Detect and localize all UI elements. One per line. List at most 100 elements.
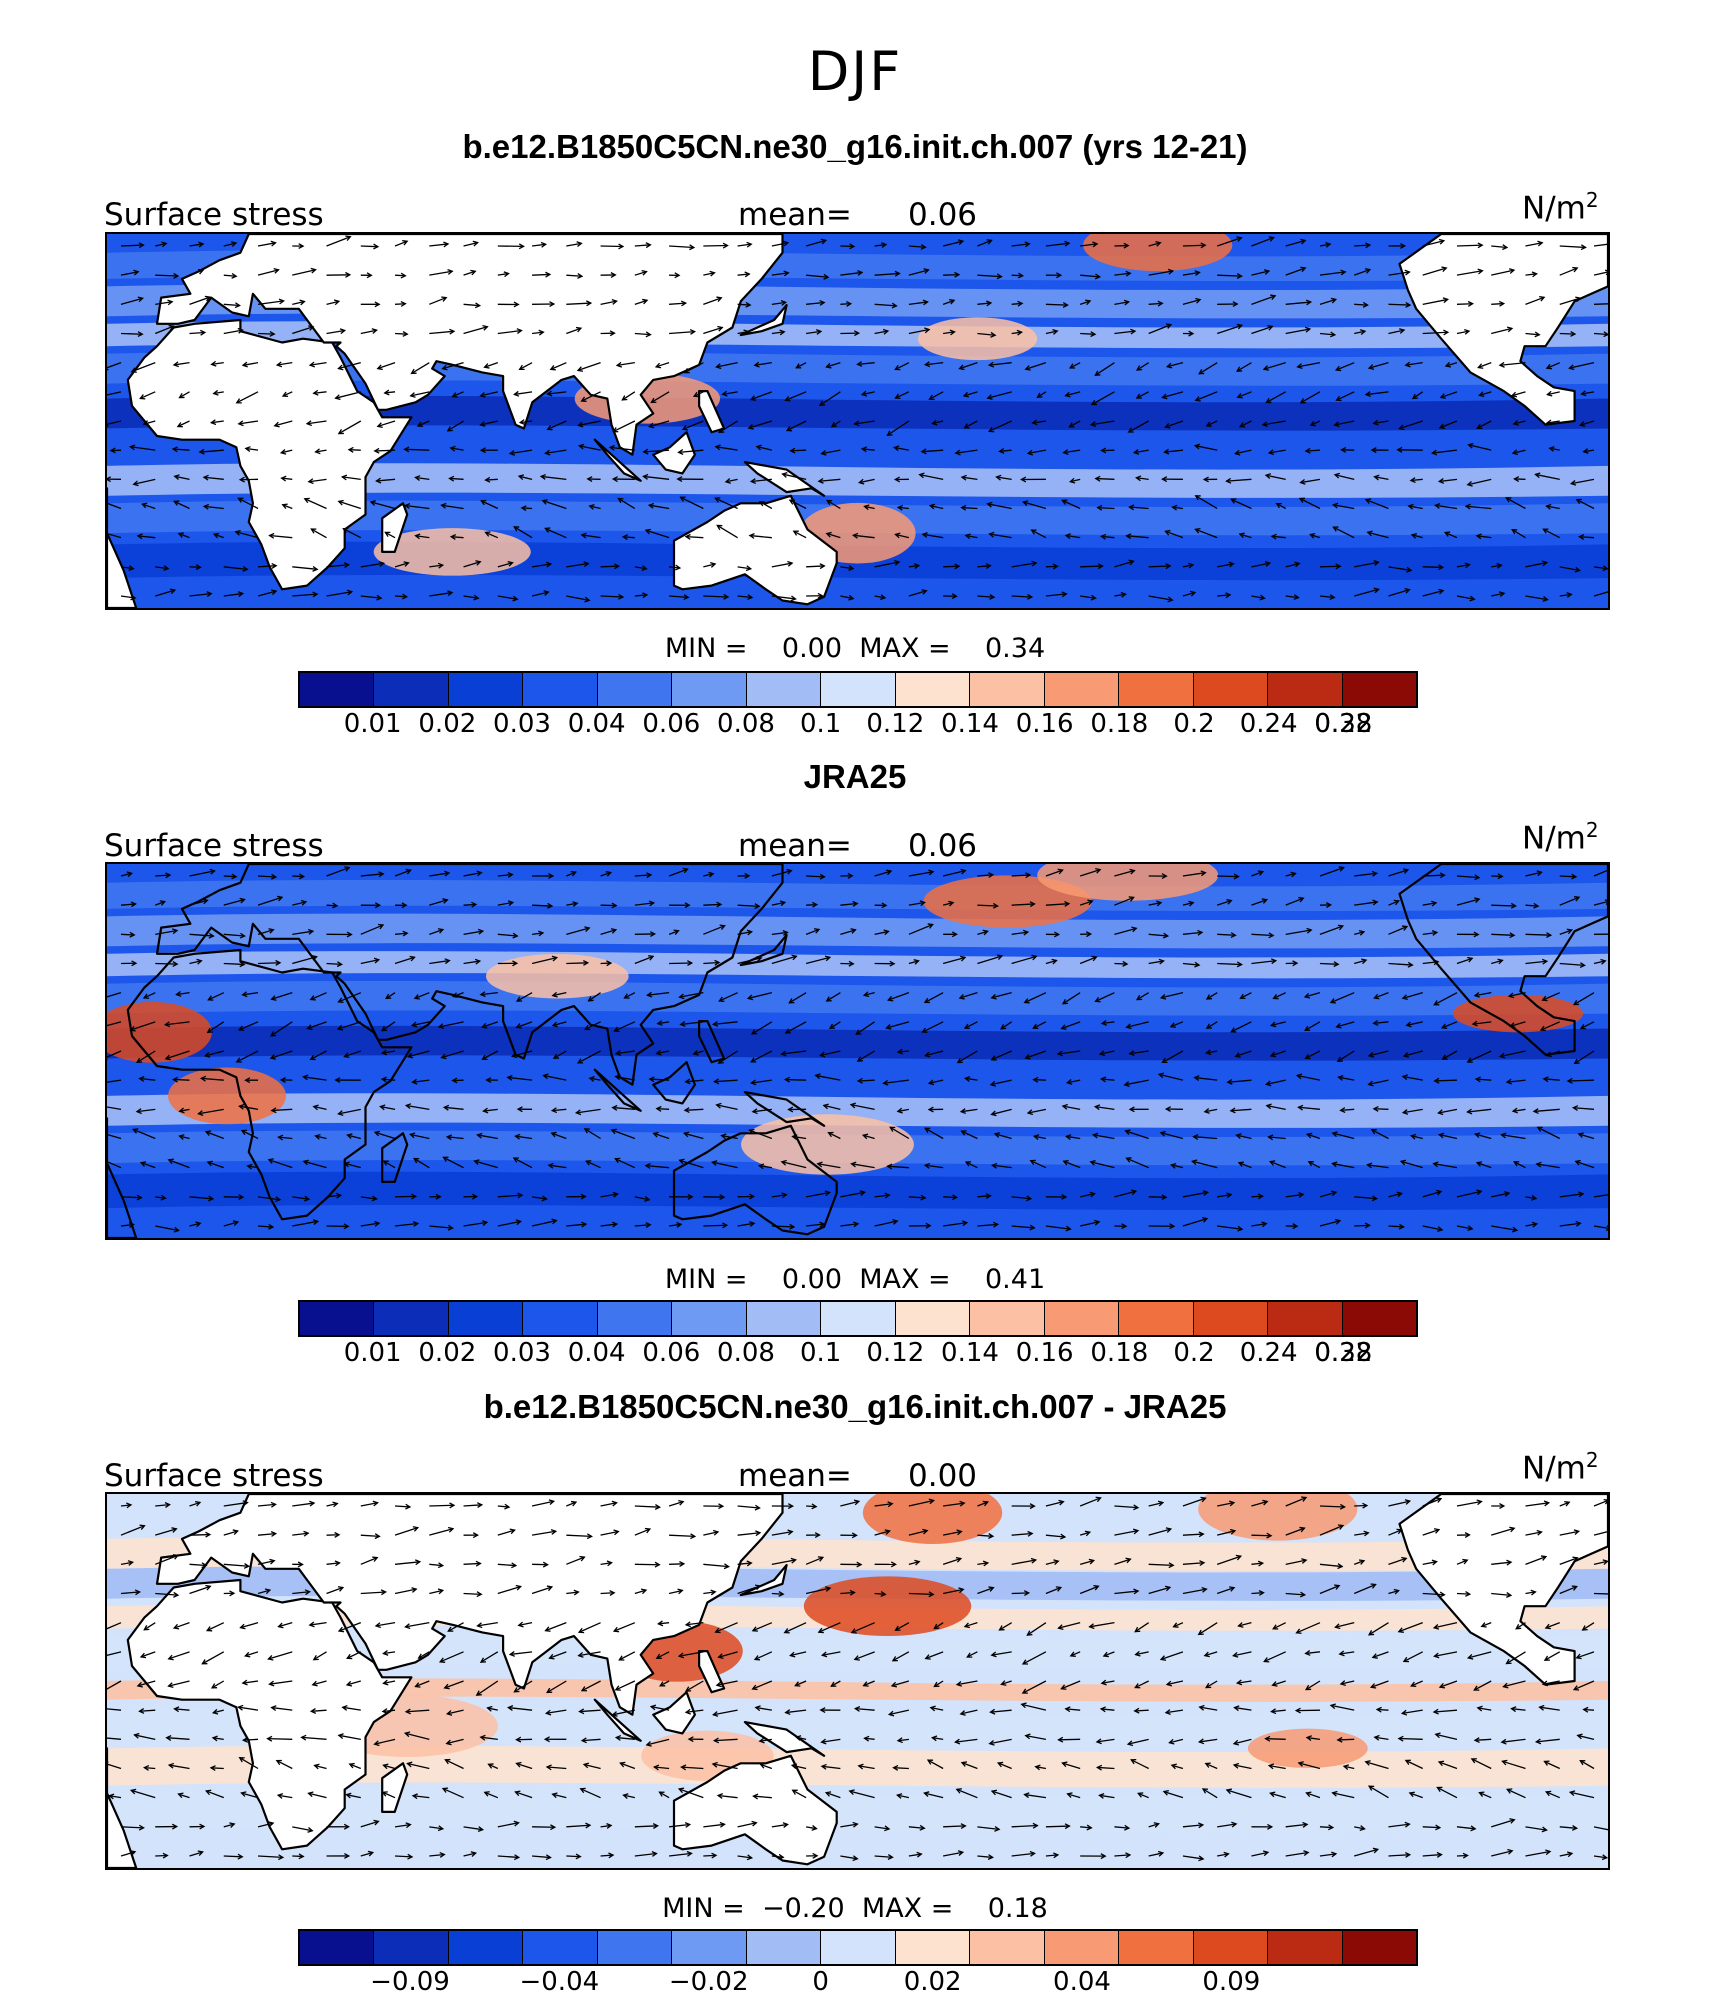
vector-shaft (1251, 1851, 1269, 1857)
vector-shaft (1402, 992, 1423, 999)
vector-shaft (1525, 1591, 1536, 1595)
vector-shaft (1506, 497, 1526, 510)
vector-shaft (257, 1560, 275, 1565)
vector-head (884, 1825, 891, 1832)
vector-shaft (1204, 1651, 1218, 1657)
vector-head (135, 1108, 142, 1115)
vector-head (344, 866, 351, 872)
vector-head (1267, 1763, 1275, 1770)
vector-head (1122, 960, 1129, 967)
vector-shaft (382, 1050, 396, 1054)
vector-shaft (1045, 1854, 1058, 1857)
vector-head (377, 923, 385, 930)
vector-head (1232, 1651, 1239, 1658)
field-band (107, 1059, 1608, 1091)
vector-head (684, 1686, 692, 1692)
vector-head (1091, 1132, 1099, 1139)
vector-head (618, 593, 625, 600)
vector-head (1509, 1526, 1516, 1533)
vector-head (949, 329, 956, 336)
coastline (381, 502, 409, 553)
vector-shaft (531, 591, 549, 597)
vector-head (1442, 297, 1450, 304)
vector-head (894, 532, 901, 539)
vector-head (1361, 958, 1368, 965)
vector-head (885, 1024, 892, 1030)
vector-head (647, 502, 655, 509)
vector-shaft (1079, 956, 1097, 965)
vector-head (611, 1500, 618, 1507)
vector-shaft (1525, 960, 1547, 965)
vector-shaft (410, 391, 430, 397)
vector-head (204, 1130, 212, 1136)
vector-head (1132, 1528, 1140, 1535)
map-plot (107, 864, 1608, 1238)
vector-head (756, 955, 763, 962)
vector-head (1164, 1709, 1171, 1716)
vector-head (550, 1529, 558, 1535)
coastline (697, 1020, 726, 1064)
vector-head (551, 1218, 558, 1225)
vector-shaft (1340, 1680, 1355, 1685)
vector-shaft (1440, 391, 1458, 399)
vector-shaft (1559, 1222, 1581, 1227)
vector-head (1371, 1195, 1379, 1202)
vector-head (242, 1500, 249, 1507)
vector-head (989, 1080, 996, 1087)
vector-shaft (1582, 1622, 1595, 1631)
vector-shaft (1365, 391, 1389, 396)
panel-3-mean-label: mean= (738, 1458, 852, 1494)
vector-shaft (613, 420, 636, 433)
vector-shaft (452, 391, 464, 398)
vector-head (1087, 899, 1094, 906)
vector-shaft (449, 477, 464, 480)
vector-head (993, 1132, 1001, 1138)
vector-head (994, 1825, 1001, 1832)
vector-shaft (1354, 1532, 1369, 1536)
vector-shaft (532, 1855, 551, 1859)
vector-shaft (1162, 1050, 1184, 1063)
vector-head (1262, 1499, 1269, 1506)
colorbar-swatch (970, 1931, 1045, 1964)
vector-shaft (257, 565, 277, 568)
vector-head (305, 420, 312, 427)
vector-head (830, 1681, 837, 1687)
vector-head (175, 991, 182, 997)
vector-shaft (1080, 243, 1098, 247)
vector-head (1331, 1790, 1338, 1797)
vector-head (1297, 1761, 1304, 1767)
vector-shaft (314, 1764, 327, 1770)
coastline (1398, 234, 1608, 426)
vector-shaft (133, 1128, 156, 1140)
vector-head (724, 478, 731, 484)
vector-head (649, 931, 657, 937)
vector-shaft (406, 1709, 430, 1713)
vector-shaft (155, 1592, 178, 1596)
vector-head (1367, 1785, 1375, 1791)
panel-1-max-label: MAX = (859, 633, 951, 664)
vector-shaft (485, 531, 499, 539)
vector-head (645, 242, 652, 249)
vector-head (132, 1128, 139, 1134)
vector-shaft (1506, 1651, 1526, 1665)
vector-shaft (1319, 867, 1344, 877)
vector-shaft (189, 1585, 211, 1595)
vector-head (927, 1079, 935, 1086)
vector-head (510, 1052, 518, 1059)
vector-head (1511, 1107, 1518, 1114)
vector-shaft (634, 244, 651, 247)
vector-shaft (634, 1224, 651, 1227)
vector-head (1016, 329, 1023, 336)
vector-head (960, 1130, 967, 1136)
vector-shaft (120, 566, 134, 570)
vector-shaft (1456, 270, 1483, 276)
vector-head (411, 1078, 418, 1085)
vector-head (1337, 1563, 1344, 1570)
vector-head (483, 1791, 490, 1797)
vector-shaft (703, 326, 723, 335)
vector-shaft (155, 1554, 179, 1565)
vector-head (1531, 1194, 1538, 1201)
vector-shaft (1571, 478, 1595, 485)
vector-head (654, 362, 662, 369)
vector-head (998, 1625, 1005, 1631)
